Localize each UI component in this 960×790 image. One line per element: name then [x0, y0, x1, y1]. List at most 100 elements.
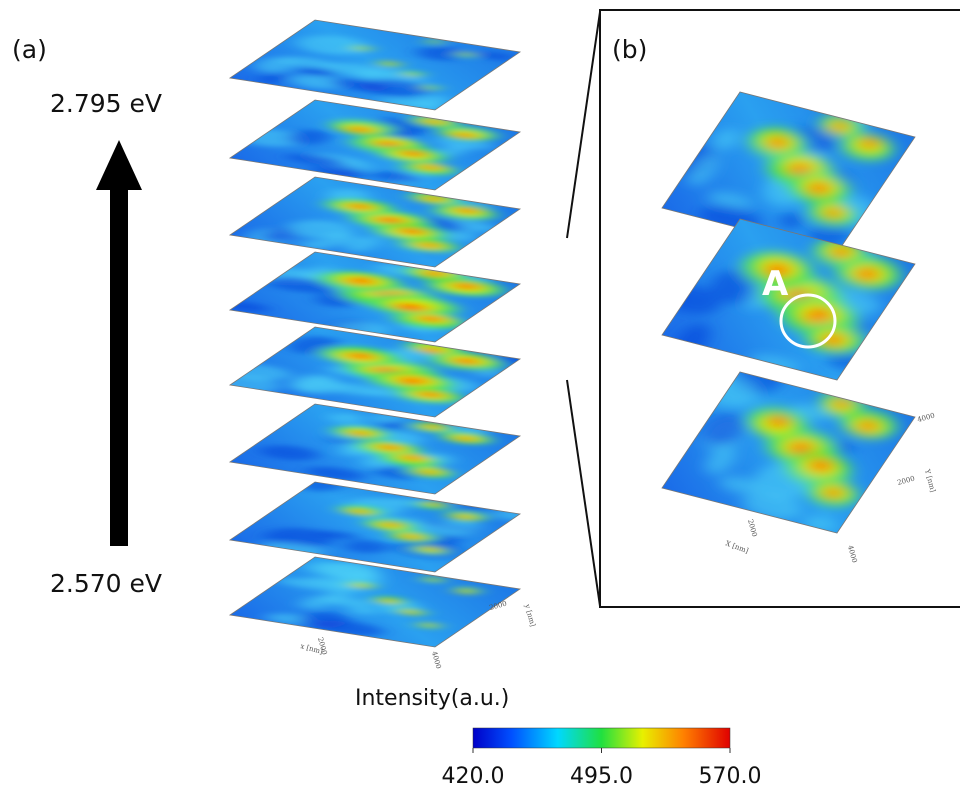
map-blob [323, 62, 385, 77]
map-blob [277, 578, 343, 591]
map-hotspot [401, 304, 420, 310]
map-blob [380, 98, 444, 110]
map-hotspot [456, 285, 473, 290]
map-hotspot [386, 63, 392, 65]
map-hotspot [354, 352, 371, 357]
map-hotspot [424, 243, 436, 247]
colorbar-ticks: 420.0 495.0 570.0 [442, 748, 762, 789]
map-hotspot [353, 47, 367, 51]
map-features [237, 115, 498, 185]
map-blob [432, 519, 480, 536]
intensity-map [211, 474, 549, 581]
intensity-map [196, 319, 537, 425]
map-hotspot [425, 349, 438, 353]
map-hotspot [460, 358, 475, 363]
map-blob [290, 74, 345, 89]
map-hotspot [430, 41, 437, 43]
colorbar-tick-label: 570.0 [699, 764, 762, 789]
map-hotspot [814, 461, 828, 469]
map-frame [230, 20, 520, 110]
map-blob [360, 78, 431, 98]
map-hotspot [353, 204, 367, 209]
map-blob [279, 56, 335, 69]
map-frame [662, 372, 915, 533]
map-hotspot [771, 419, 784, 426]
map-features [246, 188, 498, 255]
map-blob [435, 136, 493, 150]
map-hotspot [431, 39, 441, 42]
map-blob [259, 445, 319, 461]
map-hotspot [382, 217, 399, 222]
map-blob [417, 46, 467, 61]
map-blob [259, 73, 287, 85]
colorbar-tick-label: 495.0 [570, 764, 633, 789]
map-frame [230, 404, 520, 494]
map-hotspot [425, 85, 437, 89]
intensity-map [192, 243, 530, 348]
map-blob [367, 389, 396, 397]
intensity-map [634, 350, 925, 536]
map-frame [230, 177, 520, 267]
map-hotspot [430, 503, 438, 505]
map-frame [230, 327, 520, 417]
map-blob [286, 153, 346, 167]
intensity-map [227, 20, 526, 113]
map-hotspot [424, 88, 432, 90]
map-blob [287, 129, 330, 145]
map-hotspot [408, 610, 415, 613]
map-hotspot [386, 61, 397, 64]
map-hotspot [773, 137, 786, 144]
map-hotspot [461, 515, 470, 518]
map-blob [306, 577, 358, 588]
map-blob [719, 476, 765, 495]
map-blob [349, 606, 377, 615]
colorbar [472, 727, 731, 749]
tick-label: 2000 [746, 518, 758, 537]
zoom-line [566, 379, 601, 607]
region-circle [779, 293, 837, 349]
map-frame [230, 557, 520, 647]
panel-label: (b) [612, 35, 647, 64]
map-blob [300, 482, 344, 492]
map-hotspot [382, 141, 398, 146]
map-hotspot [428, 197, 439, 201]
map-hotspot [835, 249, 847, 255]
map-blob [440, 230, 476, 242]
map-blob [712, 128, 739, 151]
map-hotspot [423, 392, 438, 397]
map-hotspot [459, 210, 472, 214]
map-hotspot [793, 446, 808, 455]
map-blob [379, 420, 406, 430]
map-hotspot [430, 424, 440, 427]
map-hotspot [862, 267, 876, 275]
tick-label: 2000 [896, 475, 915, 487]
map-hotspot [863, 420, 876, 427]
intensity-map [206, 94, 524, 192]
map-blob [327, 188, 369, 202]
map-hotspot [422, 317, 438, 322]
intensity-map [228, 398, 529, 495]
map-hotspot [863, 142, 875, 148]
zoom-line [566, 11, 601, 239]
colorbar-tick-label: 420.0 [442, 764, 505, 789]
tick-label: 4000 [916, 412, 935, 424]
intensity-map [632, 208, 931, 397]
map-hotspot [837, 121, 847, 126]
map-hotspot [835, 403, 845, 409]
map-blob [439, 144, 469, 156]
map-hotspot [382, 446, 396, 450]
zoom-box [599, 9, 960, 608]
map-hotspot [354, 127, 368, 131]
map-blob [778, 212, 807, 230]
map-hotspot [425, 470, 436, 473]
map-hotspot [426, 273, 440, 277]
map-blob [492, 509, 520, 522]
map-features [259, 413, 493, 481]
intensity-map [224, 556, 521, 649]
map-blob [298, 611, 349, 629]
map-hotspot [463, 588, 474, 592]
map-hotspot [403, 229, 419, 234]
map-frame [230, 100, 520, 190]
map-blob [372, 171, 421, 183]
